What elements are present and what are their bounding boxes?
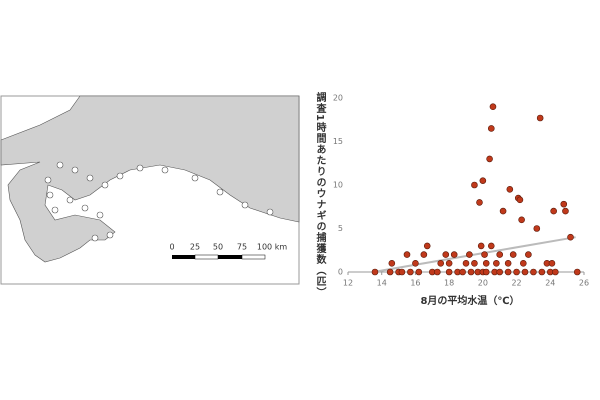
point xyxy=(513,268,520,276)
point xyxy=(471,181,478,189)
point xyxy=(398,268,406,276)
point xyxy=(423,242,431,250)
point xyxy=(459,268,466,276)
x-tick-label: 14 xyxy=(377,279,387,288)
point xyxy=(388,259,396,267)
y-tick-label: 20 xyxy=(333,94,343,103)
point xyxy=(445,268,453,276)
point xyxy=(486,155,493,163)
point xyxy=(420,251,428,258)
point xyxy=(496,268,504,276)
point xyxy=(481,251,488,258)
point xyxy=(562,207,569,215)
scale-label: 75 xyxy=(237,243,247,252)
point xyxy=(550,207,557,215)
point xyxy=(462,259,470,267)
point xyxy=(445,259,453,267)
point xyxy=(573,268,581,276)
point xyxy=(482,268,490,276)
point xyxy=(477,242,485,250)
point xyxy=(479,177,487,184)
point xyxy=(525,251,532,258)
x-tick-label: 16 xyxy=(410,279,420,288)
point xyxy=(415,268,423,276)
point xyxy=(506,186,514,193)
sites xyxy=(44,161,274,242)
y-tick-label: 0 xyxy=(338,268,343,277)
scale-label: 25 xyxy=(190,243,200,252)
point xyxy=(552,268,559,276)
y-tick-label: 5 xyxy=(338,224,343,233)
y-axis-label: 調査1時間あたりのウナギの捕獲数（匹） xyxy=(314,92,325,298)
point xyxy=(560,200,568,208)
point xyxy=(536,114,544,122)
point xyxy=(407,268,414,276)
point xyxy=(521,268,529,276)
y-tick-label: 10 xyxy=(333,181,343,190)
point xyxy=(434,268,441,276)
point xyxy=(499,207,507,215)
point xyxy=(371,268,379,276)
point xyxy=(520,259,527,267)
point xyxy=(504,268,512,276)
point xyxy=(487,125,495,132)
point xyxy=(530,268,537,276)
scale-label: 0 xyxy=(169,243,174,252)
scale-label: 100 km xyxy=(257,243,287,252)
x-axis-label: 8月の平均水温（℃） xyxy=(420,296,520,307)
point xyxy=(437,259,445,267)
point xyxy=(516,196,524,204)
x-tick-label: 20 xyxy=(478,279,488,288)
y-tick-label: 15 xyxy=(333,137,343,146)
point xyxy=(467,268,475,276)
point xyxy=(466,251,473,258)
x-tick-label: 22 xyxy=(511,279,521,288)
point xyxy=(386,268,394,276)
x-tick-label: 24 xyxy=(545,279,555,288)
point xyxy=(509,251,517,258)
point xyxy=(487,242,495,250)
point xyxy=(504,259,512,267)
land xyxy=(0,95,300,263)
map: 0 25 50 75 100 km xyxy=(0,95,300,285)
point xyxy=(538,268,546,276)
scale-label: 50 xyxy=(213,243,223,252)
point xyxy=(489,103,497,110)
point xyxy=(548,259,556,267)
point xyxy=(493,259,500,267)
x-tick-label: 18 xyxy=(444,279,454,288)
point xyxy=(567,233,574,241)
point xyxy=(442,251,450,258)
point xyxy=(476,199,483,206)
x-tick-label: 12 xyxy=(343,279,353,288)
trendline xyxy=(373,236,576,273)
point xyxy=(471,259,478,267)
point xyxy=(450,251,458,258)
point xyxy=(496,251,504,258)
point xyxy=(412,259,419,267)
point xyxy=(482,259,490,267)
point xyxy=(403,251,411,258)
x-tick-label: 26 xyxy=(579,279,589,288)
point xyxy=(518,216,525,224)
point xyxy=(533,225,541,232)
